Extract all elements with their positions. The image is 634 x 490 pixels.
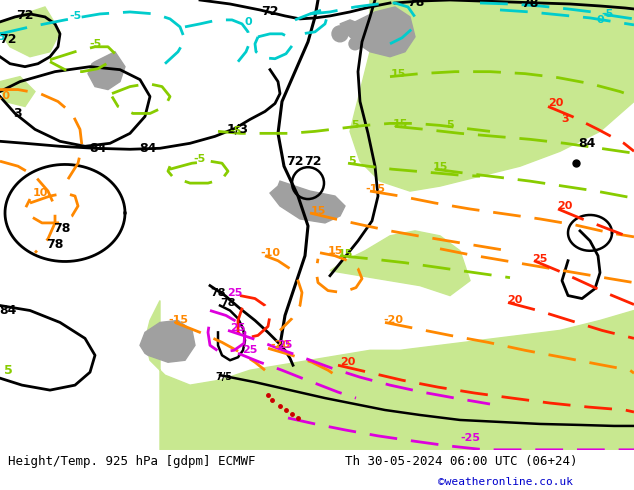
- Text: -25: -25: [460, 433, 480, 443]
- Text: 84: 84: [139, 142, 157, 155]
- Text: -20: -20: [270, 341, 290, 350]
- Text: 84: 84: [89, 142, 107, 155]
- Text: 25: 25: [533, 254, 548, 264]
- Text: 10: 10: [32, 188, 48, 198]
- Text: 15: 15: [392, 120, 408, 129]
- Text: 0: 0: [596, 15, 604, 25]
- Text: Th 30-05-2024 06:00 UTC (06+24): Th 30-05-2024 06:00 UTC (06+24): [345, 455, 578, 468]
- Circle shape: [332, 26, 348, 42]
- Text: ©weatheronline.co.uk: ©weatheronline.co.uk: [438, 477, 573, 487]
- Text: 20: 20: [548, 98, 564, 108]
- Text: -20: -20: [383, 316, 403, 325]
- Text: 72: 72: [304, 155, 321, 168]
- Text: 72: 72: [261, 5, 279, 19]
- Text: 5: 5: [348, 156, 356, 166]
- Text: 0: 0: [244, 17, 252, 27]
- Polygon shape: [0, 7, 60, 57]
- Polygon shape: [140, 320, 195, 362]
- Text: Height/Temp. 925 hPa [gdpm] ECMWF: Height/Temp. 925 hPa [gdpm] ECMWF: [8, 455, 256, 468]
- Text: 84: 84: [578, 137, 596, 150]
- Text: 25: 25: [228, 288, 243, 297]
- Text: 78: 78: [46, 238, 63, 251]
- Text: 15: 15: [432, 162, 448, 172]
- Text: 3: 3: [14, 107, 22, 120]
- Polygon shape: [330, 231, 470, 295]
- Text: 78: 78: [220, 297, 236, 308]
- Text: 20: 20: [557, 201, 573, 211]
- Text: 5: 5: [446, 121, 454, 130]
- Text: -15: -15: [168, 316, 188, 325]
- Text: 25: 25: [230, 323, 246, 333]
- Text: -15: -15: [365, 184, 385, 194]
- Text: -5: -5: [0, 32, 6, 42]
- Text: -10: -10: [260, 248, 280, 258]
- Text: 78: 78: [521, 0, 539, 10]
- Text: 15: 15: [310, 206, 326, 216]
- Text: -5: -5: [229, 126, 241, 136]
- Polygon shape: [0, 76, 35, 106]
- Text: 72: 72: [0, 33, 16, 47]
- Text: 3: 3: [561, 115, 569, 124]
- Text: -10: -10: [0, 91, 10, 100]
- Text: 5: 5: [4, 364, 13, 377]
- Text: 78: 78: [210, 288, 226, 297]
- Text: 78: 78: [53, 222, 70, 235]
- Circle shape: [349, 38, 361, 50]
- Polygon shape: [270, 181, 345, 223]
- Polygon shape: [350, 0, 634, 191]
- Text: 25: 25: [277, 341, 293, 350]
- Text: 15: 15: [391, 69, 406, 78]
- Text: -5: -5: [194, 154, 206, 164]
- Text: 15: 15: [337, 249, 353, 259]
- Text: 20: 20: [507, 294, 522, 305]
- Polygon shape: [385, 0, 634, 36]
- Text: 7/5: 7/5: [216, 372, 233, 382]
- Polygon shape: [145, 300, 634, 450]
- Text: 1/3: 1/3: [227, 123, 249, 136]
- Text: 78: 78: [407, 0, 425, 9]
- Text: 72: 72: [16, 9, 34, 23]
- Polygon shape: [88, 52, 125, 90]
- Text: 72: 72: [286, 155, 304, 168]
- Text: 84: 84: [0, 304, 16, 317]
- Text: 5: 5: [351, 121, 359, 130]
- Polygon shape: [340, 7, 415, 57]
- Text: 15: 15: [327, 246, 343, 256]
- Text: -5: -5: [69, 11, 81, 21]
- Text: -5: -5: [89, 39, 101, 49]
- Text: 20: 20: [340, 357, 356, 367]
- Text: -5: -5: [601, 9, 613, 19]
- Text: 25: 25: [242, 345, 257, 355]
